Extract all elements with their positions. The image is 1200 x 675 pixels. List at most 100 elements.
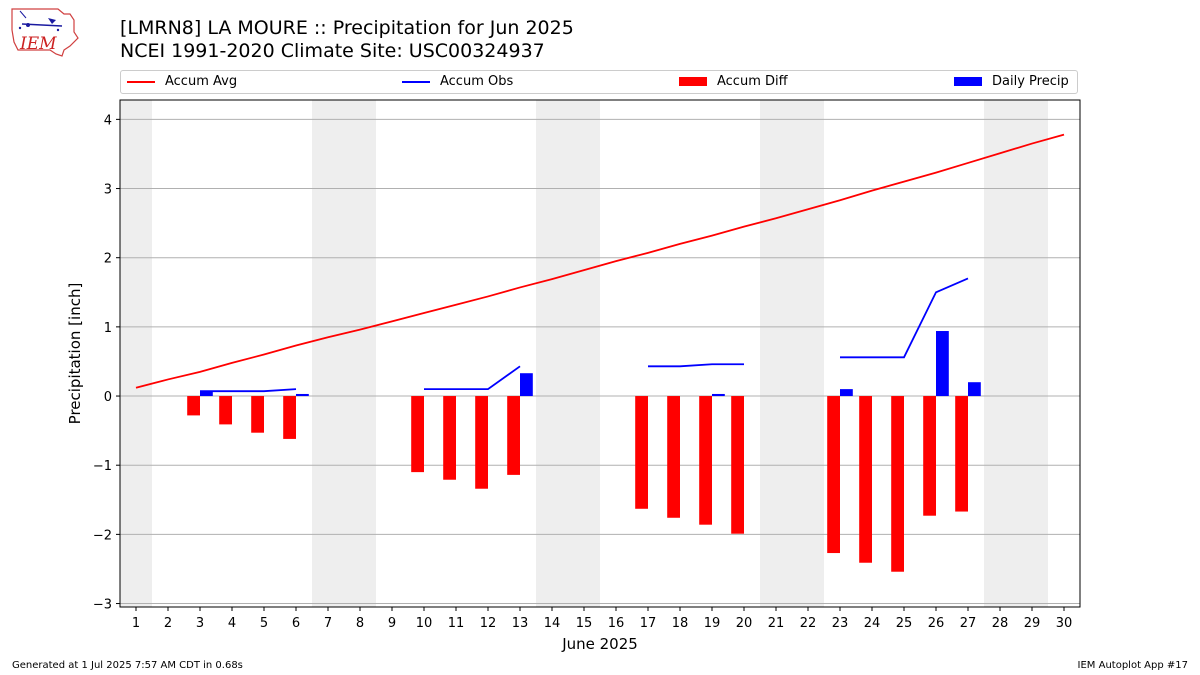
accum-diff-bar-day-27 bbox=[955, 396, 968, 512]
x-tick-label: 4 bbox=[228, 616, 236, 631]
x-tick-label: 8 bbox=[356, 616, 364, 631]
x-tick-label: 29 bbox=[1024, 616, 1041, 631]
x-tick-label: 17 bbox=[640, 616, 657, 631]
accum-diff-bar-day-18 bbox=[667, 396, 680, 518]
accum-diff-bar-day-10 bbox=[411, 396, 424, 473]
legend-swatch-daily-precip bbox=[954, 77, 982, 86]
accum-diff-bar-day-12 bbox=[475, 396, 488, 489]
x-tick-label: 30 bbox=[1056, 616, 1073, 631]
legend-label-accum-obs: Accum Obs bbox=[440, 74, 514, 89]
x-tick-label: 14 bbox=[544, 616, 561, 631]
x-tick-label: 24 bbox=[864, 616, 881, 631]
series-lines bbox=[135, 133, 1065, 393]
chart-title: [LMRN8] LA MOURE :: Precipitation for Ju… bbox=[120, 17, 574, 39]
logo-text: IEM bbox=[19, 34, 57, 54]
weekend-band-4 bbox=[984, 100, 1048, 607]
accum-diff-bar-day-24 bbox=[859, 396, 872, 563]
bars bbox=[187, 331, 981, 572]
x-tick-label: 5 bbox=[260, 616, 268, 631]
legend-label-accum-avg: Accum Avg bbox=[165, 74, 238, 89]
iem-logo: IEM bbox=[11, 8, 79, 57]
accum-avg-line-seg-0 bbox=[135, 133, 1065, 389]
x-axis-label: June 2025 bbox=[561, 635, 638, 653]
x-tick-label: 16 bbox=[608, 616, 625, 631]
legend-swatch-accum-obs bbox=[402, 80, 430, 83]
gridlines bbox=[120, 118, 1080, 605]
accum-diff-bar-day-6 bbox=[283, 396, 296, 439]
legend-swatch-accum-diff bbox=[679, 77, 707, 86]
accum-diff-bar-day-13 bbox=[507, 396, 520, 475]
accum-diff-bar-day-17 bbox=[635, 396, 648, 509]
daily-precip-bar-day-3 bbox=[200, 391, 213, 397]
x-tick-label: 1 bbox=[132, 616, 140, 631]
x-tick-label: 2 bbox=[164, 616, 172, 631]
y-axis-label: Precipitation [inch] bbox=[66, 283, 84, 425]
y-tick-label: 4 bbox=[104, 113, 112, 128]
x-tick-label: 26 bbox=[928, 616, 945, 631]
weekend-band-2 bbox=[536, 100, 600, 607]
daily-precip-bar-day-19 bbox=[712, 393, 725, 397]
accum-obs-line-seg-3 bbox=[840, 277, 969, 359]
x-tick-label: 13 bbox=[512, 616, 529, 631]
x-tick-label: 18 bbox=[672, 616, 689, 631]
accum-diff-bar-day-3 bbox=[187, 396, 200, 416]
weekend-band-1 bbox=[312, 100, 376, 607]
y-tick-label: 0 bbox=[104, 390, 112, 405]
accum-diff-bar-day-11 bbox=[443, 396, 456, 480]
chart-subtitle: NCEI 1991-2020 Climate Site: USC00324937 bbox=[120, 40, 545, 62]
x-tick-label: 10 bbox=[416, 616, 433, 631]
x-tick-label: 22 bbox=[800, 616, 817, 631]
accum-obs-line-seg-0 bbox=[200, 388, 297, 393]
daily-precip-bar-day-6 bbox=[296, 393, 309, 397]
y-tick-label: 2 bbox=[104, 252, 112, 267]
x-tick-label: 27 bbox=[960, 616, 977, 631]
accum-diff-bar-day-26 bbox=[923, 396, 936, 516]
weekend-band-3 bbox=[760, 100, 824, 607]
x-tick-label: 12 bbox=[480, 616, 497, 631]
x-tick-label: 9 bbox=[388, 616, 396, 631]
accum-obs-line-seg-2 bbox=[648, 363, 744, 368]
app-credit: IEM Autoplot App #17 bbox=[1077, 660, 1188, 671]
daily-precip-bar-day-23 bbox=[840, 389, 853, 397]
weekend-band-0 bbox=[120, 100, 152, 607]
x-tick-label: 11 bbox=[448, 616, 465, 631]
x-tick-label: 7 bbox=[324, 616, 332, 631]
legend-label-daily-precip: Daily Precip bbox=[992, 74, 1069, 89]
accum-diff-bar-day-23 bbox=[827, 396, 840, 554]
legend-swatch-accum-avg bbox=[127, 80, 155, 83]
generated-note: Generated at 1 Jul 2025 7:57 AM CDT in 0… bbox=[12, 660, 243, 671]
legend-item-accum-obs: Accum Obs bbox=[402, 74, 513, 89]
x-tick-label: 6 bbox=[292, 616, 300, 631]
legend-item-accum-avg: Accum Avg bbox=[127, 74, 237, 89]
x-tick-label: 28 bbox=[992, 616, 1009, 631]
daily-precip-bar-day-27 bbox=[968, 382, 981, 397]
legend-item-daily-precip: Daily Precip bbox=[954, 74, 1069, 89]
y-tick-label: 3 bbox=[104, 183, 112, 198]
x-tick-label: 21 bbox=[768, 616, 785, 631]
weekend-bands bbox=[120, 100, 1048, 607]
y-tick-label: 1 bbox=[104, 321, 112, 336]
accum-diff-bar-day-19 bbox=[699, 396, 712, 525]
x-tick-label: 25 bbox=[896, 616, 913, 631]
legend-label-accum-diff: Accum Diff bbox=[717, 74, 788, 89]
x-tick-label: 20 bbox=[736, 616, 753, 631]
legend: Accum Avg Accum Obs Accum Diff Daily Pre… bbox=[120, 70, 1078, 94]
daily-precip-bar-day-13 bbox=[520, 373, 533, 397]
x-tick-label: 3 bbox=[196, 616, 204, 631]
x-tick-label: 19 bbox=[704, 616, 721, 631]
accum-diff-bar-day-20 bbox=[731, 396, 744, 534]
legend-item-accum-diff: Accum Diff bbox=[679, 74, 788, 89]
x-tick-label: 15 bbox=[576, 616, 593, 631]
daily-precip-bar-day-26 bbox=[936, 331, 949, 397]
accum-obs-line-seg-1 bbox=[424, 365, 521, 391]
accum-diff-bar-day-25 bbox=[891, 396, 904, 572]
accum-diff-bar-day-4 bbox=[219, 396, 232, 425]
plot-frame bbox=[119, 99, 1081, 608]
accum-diff-bar-day-5 bbox=[251, 396, 264, 433]
y-tick-label: −1 bbox=[93, 459, 112, 474]
y-tick-label: −3 bbox=[93, 598, 112, 613]
y-tick-label: −2 bbox=[93, 528, 112, 543]
x-tick-label: 23 bbox=[832, 616, 849, 631]
